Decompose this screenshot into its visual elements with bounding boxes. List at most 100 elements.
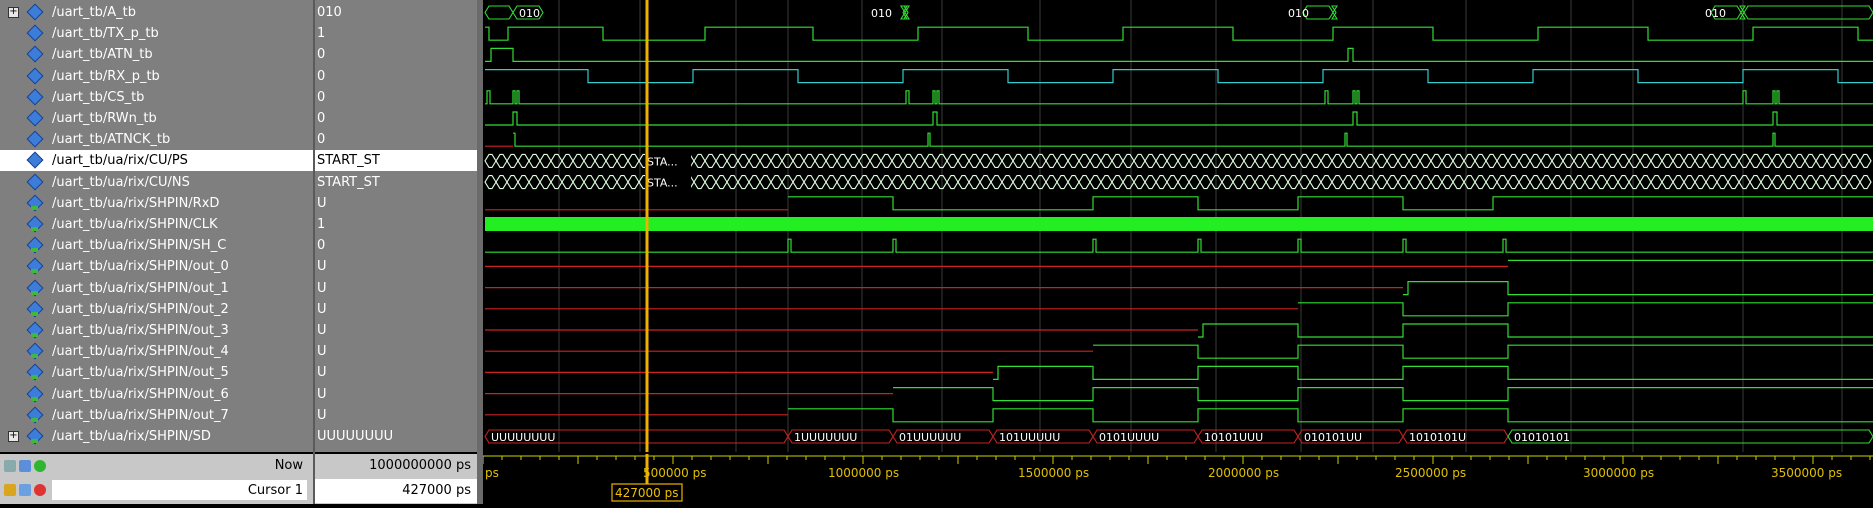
bus-value-label: STA... xyxy=(647,155,678,168)
signal-diamond-icon xyxy=(26,109,44,127)
bus-segment xyxy=(1166,153,1179,168)
cursor-name-field[interactable] xyxy=(52,480,307,500)
lock-icon[interactable] xyxy=(4,484,16,496)
bus-segment xyxy=(1485,153,1498,168)
bus-segment xyxy=(1012,153,1025,168)
bus-segment xyxy=(583,175,596,190)
signal-name: /uart_tb/ua/rix/CU/PS xyxy=(52,153,188,169)
signal-row[interactable]: /uart_tb/RWn_tb xyxy=(0,108,313,129)
signal-value-row[interactable]: 0 xyxy=(315,66,477,87)
signal-row[interactable]: /uart_tb/ua/rix/SHPIN/out_2 xyxy=(0,299,313,320)
signal-value: U xyxy=(317,323,327,338)
bus-segment xyxy=(1683,153,1696,168)
signal-value-row[interactable]: 0 xyxy=(315,108,477,129)
bus-value-label: 010101UU xyxy=(1304,431,1362,444)
bus-segment xyxy=(1056,175,1069,190)
bus-segment xyxy=(803,175,816,190)
signal-row[interactable]: /uart_tb/ua/rix/SHPIN/out_6 xyxy=(0,384,313,405)
bus-segment xyxy=(1485,175,1498,190)
signal-value: 0 xyxy=(317,47,326,63)
expand-icon[interactable]: + xyxy=(8,430,19,442)
signal-row[interactable]: /uart_tb/RX_p_tb xyxy=(0,66,313,87)
signal-row[interactable]: /uart_tb/ua/rix/SHPIN/out_5 xyxy=(0,362,313,383)
bus-segment xyxy=(1562,153,1575,168)
expand-icon[interactable]: + xyxy=(8,6,19,18)
signal-value-row[interactable]: START_ST xyxy=(315,150,477,172)
signal-diamond-icon xyxy=(26,67,44,85)
signal-row[interactable]: /uart_tb/ua/rix/SHPIN/out_4 xyxy=(0,341,313,362)
signal-row[interactable]: /uart_tb/ua/rix/SHPIN/out_0 xyxy=(0,256,313,277)
bus-segment xyxy=(517,175,530,190)
delete-cursor-icon[interactable] xyxy=(34,484,46,496)
bus-segment xyxy=(1199,153,1212,168)
port-arrow-icon xyxy=(31,439,38,443)
signal-value: U xyxy=(317,259,327,275)
signal-value-row[interactable]: 0 xyxy=(315,235,477,256)
signal-value-row[interactable]: 1 xyxy=(315,23,477,44)
bus-segment xyxy=(1727,153,1740,168)
signal-value-row[interactable]: U xyxy=(315,299,477,320)
signal-value-row[interactable]: START_ST xyxy=(315,172,477,193)
bus-segment xyxy=(1254,153,1267,168)
signal-value-row[interactable]: U xyxy=(315,193,477,214)
signal-name: /uart_tb/ua/rix/SHPIN/out_0 xyxy=(52,259,229,275)
signal-value-row[interactable]: U xyxy=(315,278,477,299)
signal-row[interactable]: /uart_tb/TX_p_tb xyxy=(0,23,313,44)
signal-row[interactable]: /uart_tb/ua/rix/SHPIN/SH_C xyxy=(0,235,313,256)
signal-value-row[interactable]: U xyxy=(315,320,477,341)
signal-value-row[interactable]: U xyxy=(315,341,477,362)
pane-divider[interactable] xyxy=(477,0,483,504)
bus-segment xyxy=(1705,153,1718,168)
signal-row[interactable]: /uart_tb/ua/rix/SHPIN/out_7 xyxy=(0,405,313,426)
signal-row[interactable]: + /uart_tb/A_tb xyxy=(0,2,313,23)
ruler-label: ps xyxy=(485,466,499,480)
signal-value-row[interactable]: 1 xyxy=(315,214,477,235)
bus-segment xyxy=(1287,153,1300,168)
signal-value-row[interactable]: U xyxy=(315,256,477,277)
bus-segment xyxy=(1419,153,1432,168)
signal-row[interactable]: /uart_tb/ua/rix/CU/NS xyxy=(0,172,313,193)
bus-segment xyxy=(1353,153,1366,168)
bus-segment xyxy=(1518,153,1531,168)
bus-segment xyxy=(902,175,915,190)
bus-segment xyxy=(1232,153,1245,168)
timeline-ruler[interactable]: ps 500000 ps 1000000 ps 1500000 ps 2000000 p… xyxy=(482,454,1873,504)
signal-row[interactable]: /uart_tb/ATN_tb xyxy=(0,44,313,65)
signal-row[interactable]: /uart_tb/ua/rix/SHPIN/CLK xyxy=(0,214,313,235)
signal-row[interactable]: /uart_tb/ua/rix/SHPIN/out_1 xyxy=(0,278,313,299)
now-label: Now xyxy=(274,458,303,473)
bus-segment xyxy=(1474,175,1487,190)
signal-value-row[interactable]: 0 xyxy=(315,44,477,65)
signal-row[interactable]: /uart_tb/ATNCK_tb xyxy=(0,129,313,150)
bus-segment xyxy=(1606,153,1619,168)
add-icon[interactable] xyxy=(34,460,46,472)
signal-row[interactable]: /uart_tb/ua/rix/SHPIN/out_3 xyxy=(0,320,313,341)
bus-segment xyxy=(1760,153,1773,168)
signal-value-row[interactable]: U xyxy=(315,405,477,426)
add-cursor-icon[interactable] xyxy=(19,460,31,472)
pane-divider[interactable] xyxy=(313,0,315,504)
bus-segment xyxy=(1683,175,1696,190)
bus-segment xyxy=(715,175,728,190)
signal-trace xyxy=(513,132,1873,147)
zoom-icon[interactable] xyxy=(4,460,16,472)
signal-row[interactable]: /uart_tb/ua/rix/CU/PS xyxy=(0,150,313,172)
signal-value-row[interactable]: U xyxy=(315,384,477,405)
bus-segment xyxy=(1430,153,1443,168)
signal-row[interactable]: /uart_tb/ua/rix/SHPIN/RxD xyxy=(0,193,313,214)
waveform-pane[interactable]: 010 010 010 010 STA... STA... UUUUUUUU 1UUUUUUU… xyxy=(483,0,1873,452)
signal-value-row[interactable]: 0 xyxy=(315,129,477,150)
signal-value-row[interactable]: UUUUUUUU xyxy=(315,426,477,447)
signal-value-row[interactable]: U xyxy=(315,362,477,383)
signal-row[interactable]: + /uart_tb/ua/rix/SHPIN/SD xyxy=(0,426,313,447)
port-arrow-icon xyxy=(31,248,38,253)
bus-segment xyxy=(1782,175,1795,190)
signal-value-row[interactable]: 010 xyxy=(315,2,477,23)
edit-cursor-icon[interactable] xyxy=(19,484,31,496)
signal-row[interactable]: /uart_tb/CS_tb xyxy=(0,87,313,108)
bus-segment xyxy=(1375,153,1388,168)
cursor-label[interactable]: Cursor 1 xyxy=(247,483,303,498)
signal-value-row[interactable]: 0 xyxy=(315,87,477,108)
bus-segment xyxy=(528,153,541,168)
port-arrow-icon xyxy=(31,269,38,274)
